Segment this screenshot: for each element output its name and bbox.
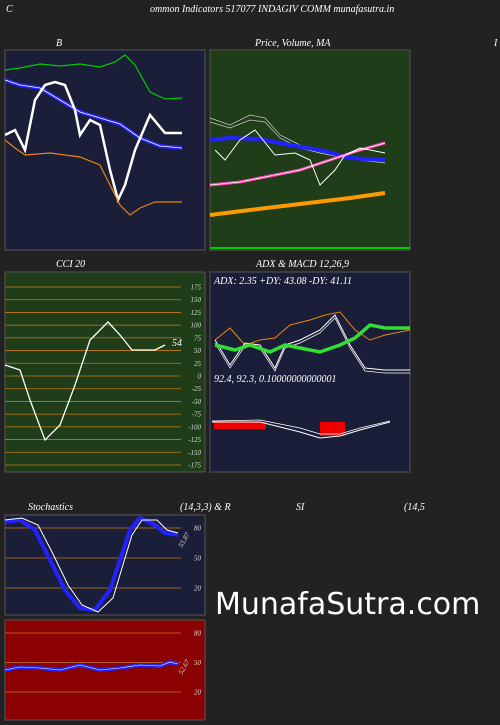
price-title: Price, Volume, MA <box>254 38 331 49</box>
watermark: MunafaSutra.com <box>215 587 480 622</box>
y-tick-label: 20 <box>194 689 202 697</box>
rsi-title: SI <box>296 502 305 513</box>
y-tick-label: 75 <box>194 334 202 342</box>
macd-text: 92.4, 92.3, 0.10000000000001 <box>214 374 337 385</box>
y-tick-label: 100 <box>191 322 202 330</box>
adx-panel <box>209 271 411 473</box>
price-line <box>4 80 182 204</box>
y-tick-label: 25 <box>194 360 202 368</box>
cci-value-label: 54 <box>172 338 182 349</box>
cci-title: CCI 20 <box>56 259 85 270</box>
header-title: ommon Indicators 517077 INDAGIV COMM mun… <box>150 4 394 15</box>
header-left: C <box>6 4 13 15</box>
ma-pink-inner <box>209 142 386 186</box>
cci-panel <box>4 271 206 473</box>
y-tick-label: -150 <box>188 449 201 457</box>
y-tick-label: 50 <box>194 347 202 355</box>
y-tick-label: -175 <box>188 462 201 470</box>
adx-green <box>214 323 410 354</box>
stoch-params: (14,3,3) & R <box>180 502 231 513</box>
y-tick-label: -100 <box>188 423 201 431</box>
y-tick-label: -125 <box>188 436 201 444</box>
stoch-title: Stochastics <box>28 502 73 513</box>
rsi-params: (14,5 <box>404 502 425 513</box>
y-tick-label: 175 <box>191 284 202 292</box>
header-right: I <box>493 38 498 49</box>
y-tick-label: 0 <box>198 373 202 381</box>
band-upper <box>4 54 183 100</box>
y-tick-label: 20 <box>194 585 202 593</box>
y-tick-label: 50 <box>194 659 202 667</box>
ma-orange <box>209 191 386 217</box>
stoch-d <box>4 517 179 613</box>
band-middle-inner <box>4 79 183 149</box>
y-tick-label: 125 <box>191 309 202 317</box>
macd-histogram <box>214 422 345 436</box>
y-tick-label: -25 <box>192 385 202 393</box>
macd-signal <box>211 419 391 435</box>
y-tick-label: 50 <box>194 555 202 563</box>
y-tick-label: 80 <box>194 525 202 533</box>
rsi-line-inner <box>4 661 179 671</box>
y-tick-label: 150 <box>191 296 202 304</box>
bollinger-title: B <box>56 38 62 49</box>
close-line <box>214 129 386 186</box>
adx-white <box>214 314 410 371</box>
stoch-k <box>4 515 179 613</box>
y-tick-label: -75 <box>192 411 202 419</box>
adx-text: ADX: 2.35 +DY: 43.08 -DY: 41.11 <box>213 276 352 287</box>
cci-line <box>4 321 166 442</box>
band-lower <box>4 139 182 216</box>
adx-title: ADX & MACD 12,26,9 <box>255 259 349 270</box>
y-tick-label: -50 <box>192 398 202 406</box>
ma-blue <box>209 135 386 162</box>
y-tick-label: 80 <box>194 630 202 638</box>
macd-line <box>212 421 391 439</box>
